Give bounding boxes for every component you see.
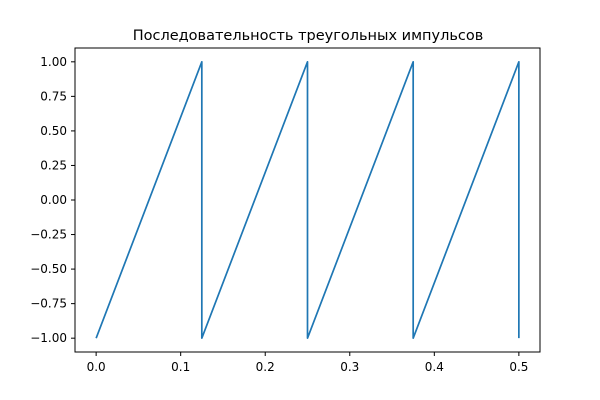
y-tick-label: 0.50 (40, 124, 67, 138)
y-axis-ticks: 1.00 0.75 0.50 0.25 0.00 −0.25 −0.50 −0.75 −1.00 (30, 55, 75, 345)
y-tick-label: 0.75 (40, 89, 67, 103)
x-tick-label: 0.0 (87, 360, 106, 374)
x-tick-label: 0.4 (425, 360, 444, 374)
y-tick-label: 0.25 (40, 158, 67, 172)
chart-title: Последовательность треугольных импульсов (133, 28, 484, 44)
series-line-0 (95, 60, 520, 340)
y-tick-label: −0.25 (30, 228, 67, 242)
plot-frame (74, 47, 541, 353)
y-tick-label: −0.75 (30, 297, 67, 311)
x-tick-label: 0.1 (171, 360, 190, 374)
plot-lines (95, 60, 520, 340)
y-tick-label: −0.50 (30, 262, 67, 276)
y-tick-label: 0.00 (40, 193, 67, 207)
y-tick-label: −1.00 (30, 331, 67, 345)
y-tick-label: 1.00 (40, 55, 67, 69)
x-tick-label: 0.3 (340, 360, 359, 374)
x-tick-label: 0.5 (509, 360, 528, 374)
x-tick-label: 0.2 (256, 360, 275, 374)
x-axis-ticks: 0.0 0.1 0.2 0.3 0.4 0.5 (87, 352, 528, 374)
